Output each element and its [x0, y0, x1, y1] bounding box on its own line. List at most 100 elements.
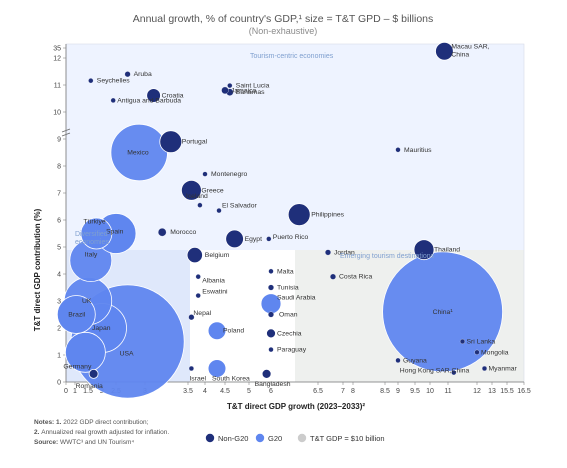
label-egypt: Egypt: [245, 236, 262, 243]
label-oman: Oman: [279, 312, 298, 319]
region-label-emerging: Emerging tourism destinations: [340, 253, 435, 260]
label-hong-kong-sar-china: Hong Kong SAR,China: [400, 368, 470, 375]
bubble-malta: [268, 268, 274, 274]
label-jordan: Jordan: [334, 249, 355, 256]
bubble-jordan: [325, 249, 331, 256]
y-axis-label: T&T direct GDP contribution (%): [33, 208, 42, 331]
bubble-portugal: [159, 130, 183, 154]
y-tick-label: 7: [57, 191, 61, 198]
label-seychelles: Seychelles: [97, 78, 130, 85]
label-mauritius: Mauritius: [404, 147, 432, 154]
label-sri-lanka: Sri Lanka: [467, 339, 496, 346]
y-tick-label: 6: [57, 218, 61, 225]
label-china: China¹: [433, 309, 454, 316]
bubble-el-salvador: [216, 208, 222, 214]
y-tick-label: 9: [57, 137, 61, 144]
region-labels: Tourism-centric economies Diversified econ…: [75, 53, 435, 260]
label-mongolia: Mongolia: [481, 349, 509, 356]
legend: Non-G20 G20 T&T GDP = $10 billion: [205, 433, 385, 443]
legend-swatch: [255, 433, 265, 443]
label-nepal: Nepal: [193, 310, 211, 317]
bubble-israel: [188, 365, 194, 372]
label-albania: Albania: [202, 278, 225, 285]
label-japan: Japan: [92, 325, 111, 332]
x-tick-label: 4.5: [220, 388, 230, 395]
note-line: Source: WWTC³ and UN Tourism⁴: [34, 439, 134, 446]
bubble-puerto-rico: [266, 236, 272, 242]
note-line: Notes: 1. 2022 GDP direct contribution;: [34, 419, 149, 426]
bubble-brazil: [56, 295, 96, 334]
x-tick-label: 15.5: [500, 388, 514, 395]
bubble-morocco: [158, 228, 167, 237]
bubble-croatia: [146, 88, 161, 103]
x-tick-label: 0: [64, 388, 68, 395]
x-tick-label: 16.5: [517, 388, 531, 395]
y-tick-label: 1: [57, 353, 61, 360]
x-axis-label: T&T direct GDP growth (2023–2033)²: [227, 402, 365, 411]
bubble-bangladesh: [261, 368, 272, 379]
label-bangladesh: Bangladesh: [255, 381, 291, 388]
label-morocco: Morocco: [170, 229, 196, 236]
region-label-diversified: Diversified economies: [75, 231, 109, 246]
bubble-czechia: [266, 328, 276, 339]
bubble-macau-sar-china: [435, 42, 454, 61]
bubble-myanmar: [481, 365, 488, 372]
label-south-korea: South Korea: [212, 376, 250, 383]
label-italy: Italy: [85, 252, 98, 259]
legend-label: G20: [268, 434, 282, 443]
label-croatia: Croatia: [162, 93, 184, 100]
label-bahamas: Bahamas: [236, 89, 265, 96]
x-tick-label: 1.5: [83, 388, 93, 395]
y-tick-label: 2: [57, 326, 61, 333]
label-iceland: Iceland: [186, 193, 208, 200]
x-tick-label: 5: [247, 388, 251, 395]
bubble-egypt: [225, 229, 244, 249]
x-tick-label: 11: [444, 388, 451, 395]
legend-swatch: [205, 433, 215, 443]
label-tunisia: Tunisia: [277, 285, 299, 292]
bubble-oman: [268, 311, 274, 318]
label-germany: Germany: [63, 363, 92, 370]
bubble-mauritius: [395, 147, 401, 153]
bubbles: [56, 42, 504, 399]
label-thailand: Thailand: [434, 247, 460, 254]
x-tick-label: 3.5: [183, 388, 193, 395]
label-saudi-arabia: Saudi Arabia: [277, 295, 316, 302]
label-guyana: Guyana: [403, 357, 427, 364]
label-myanmar: Myanmar: [489, 366, 518, 373]
x-tick-label: 9: [396, 388, 400, 395]
label-saint-lucia: Saint Lucia: [236, 83, 270, 90]
label-t-rkiye: Türkiye: [83, 219, 106, 226]
label-brazil: Brazil: [68, 312, 85, 319]
x-tick-label: 9.5: [410, 388, 420, 395]
chart-subtitle: (Non-exhaustive): [249, 26, 318, 36]
bubble-china: [382, 251, 504, 373]
bubble-belgium: [186, 247, 203, 264]
label-uk: UK: [82, 298, 92, 305]
y-tick-label: 0: [57, 380, 61, 387]
x-tick-label: 6: [269, 388, 273, 395]
bubble-romania: [88, 368, 99, 379]
label-antigua-and-barbuda: Antigua and Barbuda: [117, 97, 181, 104]
y-tick-label: 3: [57, 299, 61, 306]
bubble-sri-lanka: [459, 338, 466, 345]
label-czechia: Czechia: [277, 330, 302, 337]
label-poland: Poland: [223, 328, 244, 335]
x-tick-label: 1: [73, 388, 77, 395]
label-paraguay: Paraguay: [277, 347, 307, 354]
y-tick-label: 35: [53, 46, 61, 53]
x-tick-label: 7: [341, 388, 345, 395]
bubble-albania: [195, 274, 201, 280]
bubble-saint-lucia: [227, 83, 233, 89]
legend-label: T&T GDP = $10 billion: [310, 434, 385, 443]
label-greece: Greece: [201, 187, 224, 194]
bubble-costa-rica: [330, 273, 336, 280]
y-tick-label: 4: [57, 272, 61, 279]
legend-swatch: [297, 433, 307, 443]
label-spain: Spain: [106, 229, 124, 236]
label-el-salvador: El Salvador: [222, 203, 257, 210]
label-philippines: Philippines: [311, 212, 344, 219]
label-eswatini: Eswatini: [202, 289, 228, 296]
x-tick-label: 6.5: [313, 388, 323, 395]
